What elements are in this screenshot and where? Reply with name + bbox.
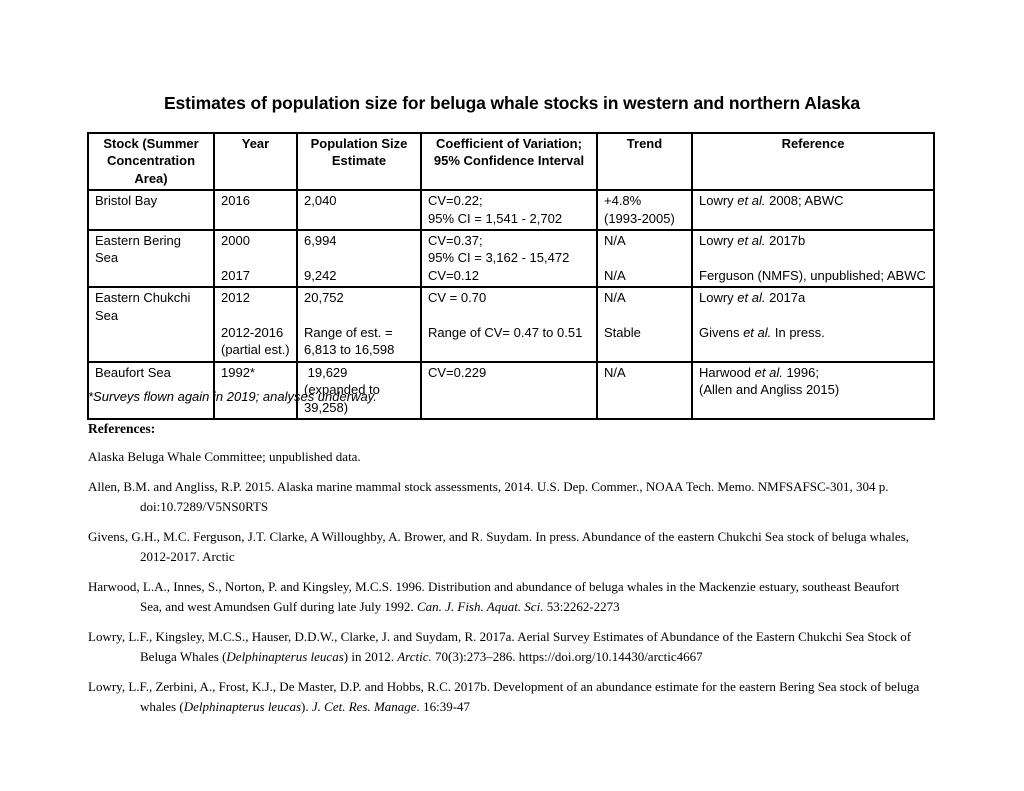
cell-reference: Lowry et al. 2017a Givens et al. In press… [691,286,935,363]
header-trend: Trend [596,131,693,192]
header-stock: Stock (Summer Concentration Area) [87,131,215,192]
cell-year: 2016 [213,189,298,232]
table-row-bristol-bay: Bristol Bay 2016 2,040 CV=0.22; 95% CI = … [87,189,935,232]
cell-trend: N/A N/A [596,229,693,289]
cell-cv: CV=0.37; 95% CI = 3,162 - 15,472 CV=0.12 [420,229,598,289]
population-estimates-table: Stock (Summer Concentration Area) Year Po… [87,131,935,421]
header-population-size: Population Size Estimate [296,131,422,192]
cell-stock: Bristol Bay [87,189,215,232]
reference-item-givens-in-press: Givens, G.H., M.C. Ferguson, J.T. Clarke… [88,529,909,564]
cell-trend: +4.8% (1993-2005) [596,189,693,232]
cell-population: 19,629 (expanded to 39,258) [296,360,422,421]
references-heading: References: [88,421,156,436]
cell-reference: Lowry et al. 2008; ABWC [691,189,935,232]
cell-trend: N/A Stable [596,286,693,363]
reference-item-lowry-2017b: Lowry, L.F., Zerbini, A., Frost, K.J., D… [88,679,920,714]
cell-stock: Eastern Chukchi Sea [87,286,215,363]
cell-year: 1992* [213,360,298,421]
cell-population: 6,994 9,242 [296,229,422,289]
reference-item-lowry-2017a: Lowry, L.F., Kingsley, M.C.S., Hauser, D… [88,629,912,664]
cell-cv: CV = 0.70 Range of CV= 0.47 to 0.51 [420,286,598,363]
reference-item-allen-angliss-2015: Allen, B.M. and Angliss, R.P. 2015. Alas… [88,479,889,514]
page-title: Estimates of population size for beluga … [163,93,861,113]
table-row-eastern-bering-sea: Eastern Bering Sea 2000 2017 6,994 9,242 C… [87,229,935,289]
cell-cv: CV=0.22; 95% CI = 1,541 - 2,702 [420,189,598,232]
cell-reference: Harwood et al. 1996; (Allen and Angliss 2… [691,360,935,421]
cell-stock: Beaufort Sea [87,360,215,421]
header-reference: Reference [691,131,935,192]
cell-stock: Eastern Bering Sea [87,229,215,289]
header-cv-ci: Coefficient of Variation; 95% Confidence … [420,131,598,192]
cell-year: 2000 2017 [213,229,298,289]
table-row-eastern-chukchi-sea: Eastern Chukchi Sea 2012 2012-2016 (partial… [87,286,935,363]
cell-reference: Lowry et al. 2017b Ferguson (NMFS), unpub… [691,229,935,289]
table-footnote: *Surveys flown again in 2019; analyses u… [88,389,377,404]
reference-item-abwc: Alaska Beluga Whale Committee; unpublish… [88,449,361,464]
cell-population: 20,752 Range of est. = 6,813 to 16,598 [296,286,422,363]
cell-cv: CV=0.229 [420,360,598,421]
header-year: Year [213,131,298,192]
cell-population: 2,040 [296,189,422,232]
table-row-beaufort-sea: Beaufort Sea 1992* 19,629 (expanded to 39,… [87,360,935,421]
table-header-row: Stock (Summer Concentration Area) Year Po… [87,131,935,192]
references-section: References: Alaska Beluga Whale Committe… [88,419,942,727]
cell-trend: N/A [596,360,693,421]
cell-year: 2012 2012-2016 (partial est.) [213,286,298,363]
reference-item-harwood-1996: Harwood, L.A., Innes, S., Norton, P. and… [88,579,900,614]
